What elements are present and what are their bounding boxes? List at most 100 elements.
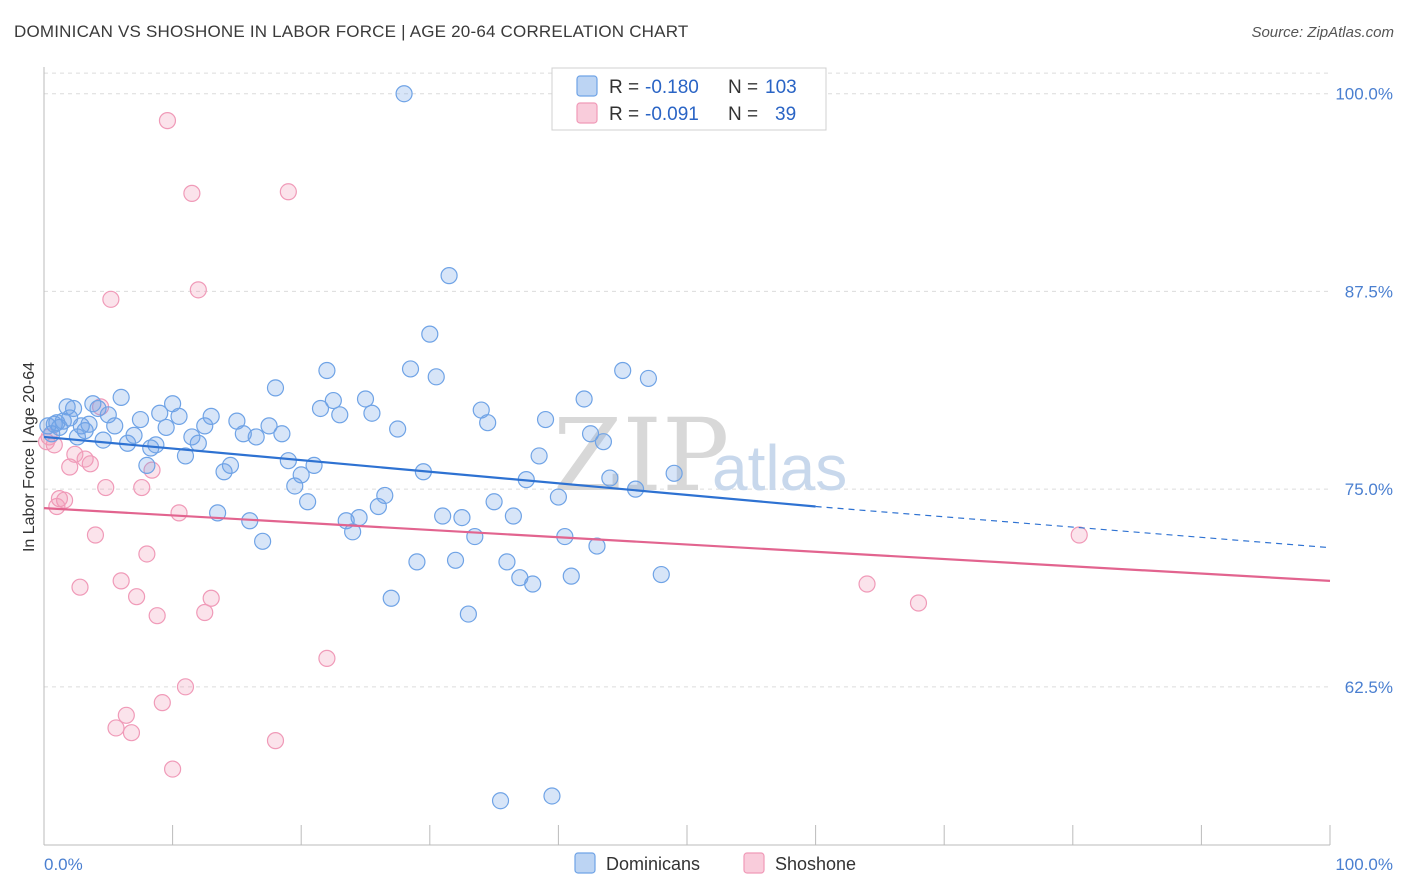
x-tick-label: 100.0% (1335, 855, 1393, 874)
dominican-point (376, 486, 394, 505)
y-tick-label: 100.0% (1335, 85, 1393, 104)
dominican-point (594, 433, 613, 451)
dominican-point (536, 410, 555, 429)
shoshone-point (153, 694, 171, 712)
dominican-point (498, 553, 516, 571)
dominican-point (588, 537, 606, 555)
dominican-point (64, 399, 83, 418)
dominican-point (401, 360, 420, 378)
shoshone-point (97, 478, 115, 497)
dominican-point (491, 792, 510, 810)
dominican-point (125, 426, 143, 444)
dominican-point (504, 507, 522, 525)
dominican-point (530, 447, 548, 465)
dominican-point (543, 787, 561, 805)
y-tick-labels: 62.5% 75.0% 87.5% 100.0% (1335, 85, 1393, 697)
dominican-point (299, 493, 317, 511)
watermark-atlas: atlas (712, 432, 847, 504)
dominican-point (170, 407, 188, 425)
legend-box (551, 67, 827, 131)
legend-r-label-dominicans: R = (609, 77, 639, 98)
dominican-point (408, 553, 426, 571)
chart-title: DOMINICAN VS SHOSHONE IN LABOR FORCE | A… (14, 22, 689, 41)
dominican-point (350, 509, 368, 527)
legend: R = -0.180 N = 103 R = -0.091 N = 39 (551, 67, 827, 131)
y-tick-label: 62.5% (1345, 678, 1393, 697)
legend-swatch-shoshone (576, 102, 598, 124)
source-label: Source: ZipAtlas.com (1251, 24, 1394, 41)
shoshone-point (71, 578, 89, 596)
dominican-point (84, 395, 102, 413)
shoshone-point (107, 719, 125, 737)
dominican-point (138, 456, 156, 475)
dominican-point (273, 425, 291, 443)
dominican-point (202, 407, 220, 425)
dominican-point (344, 523, 362, 541)
shoshone-point (117, 706, 135, 724)
shoshone-point (202, 589, 220, 607)
dominican-point (254, 532, 272, 550)
dominican-point (395, 85, 413, 103)
dominican-point (112, 388, 130, 406)
dominican-point (279, 452, 297, 470)
dominican-point (221, 456, 240, 475)
dominican-point (446, 551, 465, 569)
dominican-point (356, 390, 375, 408)
shoshone-point (158, 112, 177, 130)
dominican-point (260, 417, 278, 435)
dominican-point (382, 589, 400, 607)
dominican-point (427, 368, 445, 386)
dominicans-trend-extension (815, 505, 1331, 549)
shoshone-point (189, 281, 207, 299)
dominican-point (176, 447, 195, 465)
dominican-point (652, 565, 670, 584)
dominicans-trend-line (43, 435, 816, 508)
dominican-point (196, 417, 214, 435)
dominican-points (39, 85, 683, 810)
shoshone-point (143, 461, 161, 479)
shoshone-point (176, 678, 195, 696)
shoshone-point (858, 575, 876, 593)
shoshone-point (81, 455, 99, 473)
dominican-point (331, 406, 349, 424)
shoshone-point (148, 607, 166, 625)
dominican-point (183, 428, 201, 446)
dominican-point (94, 431, 112, 449)
dominican-point (453, 509, 471, 527)
x-tick-labels: 0.0% 100.0% (44, 855, 1393, 874)
dominican-point (389, 420, 407, 438)
legend-n-value-shoshone: 39 (775, 104, 796, 125)
shoshone-point (127, 588, 146, 606)
bottom-legend-swatch-shoshone (743, 852, 765, 874)
dominican-point (147, 436, 165, 454)
dominican-point (665, 464, 683, 482)
dominican-point (421, 325, 439, 343)
legend-n-value-dominicans: 103 (765, 77, 797, 98)
shoshone-point (61, 458, 79, 476)
dominican-point (189, 434, 207, 452)
dominican-point (215, 463, 233, 481)
bottom-legend-label-shoshone: Shoshone (775, 854, 856, 874)
dominican-point (614, 361, 632, 380)
dominican-point (45, 415, 63, 433)
shoshone-point (76, 450, 94, 468)
dominican-point (549, 488, 568, 506)
shoshone-trend-line (43, 507, 1331, 582)
shoshone-point (164, 760, 182, 778)
legend-r-label-shoshone: R = (609, 104, 639, 125)
shoshone-point (86, 526, 105, 544)
x-tick-label: 0.0% (44, 855, 83, 874)
dominican-point (89, 399, 107, 418)
trend-lines (43, 435, 1331, 582)
dominican-point (48, 414, 66, 432)
dominican-point (151, 404, 169, 422)
dominican-point (106, 417, 124, 435)
legend-swatch-dominicans (576, 75, 598, 97)
dominican-point (485, 493, 503, 511)
y-axis-label: In Labor Force | Age 20-64 (21, 362, 38, 552)
dominican-point (575, 390, 593, 408)
y-tick-label: 75.0% (1345, 480, 1393, 499)
dominican-point (524, 575, 542, 593)
dominican-point (479, 414, 497, 432)
shoshone-point (1070, 526, 1088, 544)
